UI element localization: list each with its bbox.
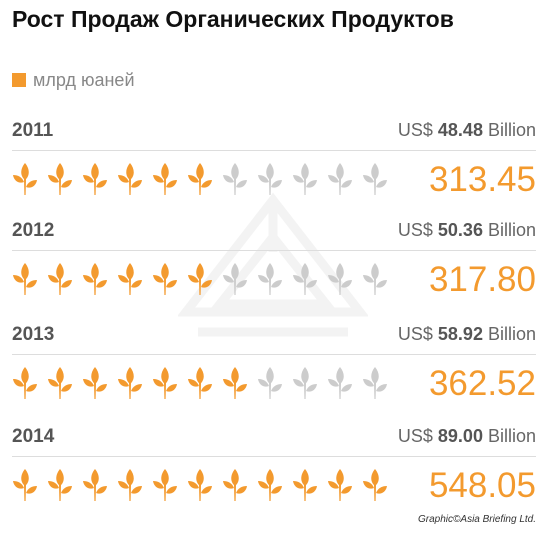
sprout-icon-filled	[13, 163, 37, 195]
sprout-icon-empty	[363, 367, 387, 399]
sprout-icon-filled	[118, 263, 142, 295]
sprout-icon-filled	[48, 163, 72, 195]
sprout-icon-filled	[188, 163, 212, 195]
usd-prefix: US$	[397, 220, 433, 240]
icon-row	[12, 162, 392, 198]
year-label: 2011	[12, 120, 54, 141]
sprout-icon-filled	[188, 263, 212, 295]
usd-value: US$ 48.48 Billion	[398, 120, 536, 141]
icon-row	[12, 468, 392, 504]
icon-row	[12, 366, 392, 402]
year-row: 2012 US$ 50.36 Billion 317.80	[0, 220, 550, 320]
value-label: 317.80	[428, 260, 536, 299]
sprout-icon-empty	[258, 367, 282, 399]
value-label: 362.52	[428, 364, 536, 403]
sprout-icon-empty	[363, 163, 387, 195]
sprout-icon-filled	[223, 367, 247, 399]
usd-prefix: US$	[397, 120, 433, 140]
sprout-icon-empty	[328, 367, 352, 399]
usd-value: US$ 89.00 Billion	[398, 426, 536, 447]
sprout-icon-filled	[48, 367, 72, 399]
sprout-icon-filled	[188, 367, 212, 399]
sprout-icon-empty	[293, 163, 317, 195]
sprout-icon-filled	[48, 263, 72, 295]
sprout-icon-filled	[363, 469, 387, 501]
year-label: 2014	[12, 426, 55, 447]
year-row: 2014 US$ 89.00 Billion 548.05	[0, 426, 550, 526]
credit: Graphic©Asia Briefing Ltd.	[418, 514, 536, 525]
sprout-icon-filled	[83, 469, 107, 501]
row-divider	[12, 354, 536, 355]
sprout-icon-filled	[13, 367, 37, 399]
usd-amount: 58.92	[437, 324, 483, 344]
sprout-icon-filled	[83, 367, 107, 399]
year-label: 2013	[12, 324, 55, 345]
sprout-icon-filled	[83, 163, 107, 195]
usd-amount: 50.36	[437, 220, 483, 240]
legend: млрд юаней	[12, 70, 135, 90]
row-divider	[12, 456, 536, 457]
sprout-icon-filled	[153, 263, 177, 295]
usd-value: US$ 50.36 Billion	[398, 220, 536, 241]
value-label: 548.05	[428, 466, 536, 505]
usd-amount: 89.00	[437, 426, 483, 446]
sprout-icon-empty	[363, 263, 387, 295]
sprout-icon-filled	[328, 469, 352, 501]
sprout-icon-filled	[118, 469, 142, 501]
sprout-icon-filled	[153, 163, 177, 195]
chart-title: Рост Продаж Органических Продуктов	[12, 6, 454, 32]
year-label: 2012	[12, 220, 55, 241]
year-row: 2013 US$ 58.92 Billion 362.52	[0, 324, 550, 424]
sprout-icon-filled	[188, 469, 212, 501]
row-divider	[12, 250, 536, 251]
usd-prefix: US$	[397, 426, 433, 446]
sprout-icon-filled	[48, 469, 72, 501]
sprout-icon-empty	[293, 263, 317, 295]
sprout-icon-empty	[223, 163, 247, 195]
sprout-icon-empty	[328, 163, 352, 195]
usd-suffix: Billion	[487, 426, 536, 446]
icon-row	[12, 262, 392, 298]
legend-swatch	[12, 73, 26, 87]
usd-amount: 48.48	[437, 120, 483, 140]
sprout-icon-filled	[83, 263, 107, 295]
sprout-icon-empty	[258, 263, 282, 295]
sprout-icon-filled	[153, 367, 177, 399]
sprout-icon-filled	[293, 469, 317, 501]
usd-value: US$ 58.92 Billion	[398, 324, 536, 345]
legend-label: млрд юаней	[33, 69, 135, 90]
sprout-icon-filled	[13, 469, 37, 501]
row-divider	[12, 150, 536, 151]
sprout-icon-filled	[118, 163, 142, 195]
sprout-icon-empty	[328, 263, 352, 295]
sprout-icon-filled	[258, 469, 282, 501]
sprout-icon-filled	[118, 367, 142, 399]
sprout-icon-filled	[13, 263, 37, 295]
sprout-icon-filled	[223, 469, 247, 501]
usd-suffix: Billion	[487, 120, 536, 140]
usd-suffix: Billion	[487, 324, 536, 344]
year-row: 2011 US$ 48.48 Billion 313.45	[0, 120, 550, 220]
value-label: 313.45	[428, 160, 536, 199]
sprout-icon-empty	[293, 367, 317, 399]
sprout-icon-empty	[223, 263, 247, 295]
usd-prefix: US$	[397, 324, 433, 344]
sprout-icon-filled	[153, 469, 177, 501]
sprout-icon-empty	[258, 163, 282, 195]
usd-suffix: Billion	[487, 220, 536, 240]
watermark-logo	[178, 192, 368, 337]
